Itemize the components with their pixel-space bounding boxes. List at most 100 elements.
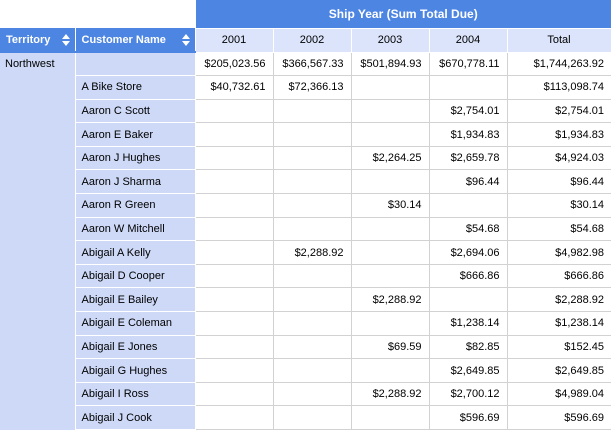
value-cell: $72,366.13 [273, 75, 352, 100]
value-cell: $152.45 [507, 335, 611, 360]
customer-name-cell: Abigail I Ross [75, 382, 196, 407]
value-cell: $1,934.83 [507, 122, 611, 147]
value-cell: $1,238.14 [429, 311, 508, 336]
value-cell: $4,924.03 [507, 146, 611, 171]
table-row: Abigail J Cook $596.69 $596.69 [0, 405, 611, 430]
value-cell [273, 217, 352, 242]
value-cell [273, 169, 352, 195]
value-cell [351, 99, 430, 124]
value-cell [351, 264, 430, 289]
value-cell [195, 169, 274, 195]
customer-name-cell: Abigail D Cooper [75, 264, 196, 289]
column-header-total[interactable]: Total [507, 28, 611, 53]
table-row: Aaron J Sharma $96.44 $96.44 [0, 169, 611, 195]
customer-name-cell: Aaron C Scott [75, 99, 196, 124]
value-cell [195, 311, 274, 336]
value-cell [351, 405, 430, 430]
column-header-2004[interactable]: 2004 [429, 28, 508, 53]
value-cell [429, 75, 508, 100]
table-row: Abigail I Ross $2,288.92 $2,700.12 $4,989.0… [0, 382, 611, 407]
value-cell [195, 146, 274, 171]
value-cell [351, 217, 430, 242]
customer-name-cell [75, 52, 196, 77]
customer-name-cell: Abigail A Kelly [75, 240, 196, 265]
customer-name-cell: Abigail E Jones [75, 335, 196, 360]
value-cell [195, 358, 274, 383]
value-cell: $2,288.92 [351, 382, 430, 407]
value-cell: $82.85 [429, 335, 508, 360]
customer-name-cell: Abigail E Coleman [75, 311, 196, 336]
value-cell [273, 311, 352, 336]
value-cell [273, 405, 352, 430]
sort-icon[interactable] [181, 33, 190, 46]
value-cell: $1,744,263.92 [507, 52, 611, 77]
territory-field-label: Territory [6, 33, 51, 46]
customer-name-cell: Aaron R Green [75, 193, 196, 218]
customer-name-cell: Aaron E Baker [75, 122, 196, 147]
customer-name-cell: Abigail J Cook [75, 405, 196, 430]
column-header-2003[interactable]: 2003 [351, 28, 430, 53]
column-header-2002[interactable]: 2002 [273, 28, 352, 53]
customer-name-field-header[interactable]: Customer Name [75, 28, 196, 53]
territory-cell: Northwest [0, 52, 76, 430]
sort-icon[interactable] [61, 33, 70, 46]
value-cell: $666.86 [507, 264, 611, 289]
table-row: Aaron C Scott $2,754.01 $2,754.01 [0, 99, 611, 124]
value-cell: $2,288.92 [507, 287, 611, 313]
value-cell [351, 169, 430, 195]
column-field-caption[interactable]: Ship Year (Sum Total Due) [194, 0, 611, 29]
customer-name-cell: Aaron J Hughes [75, 146, 196, 171]
table-row: Abigail G Hughes $2,649.85 $2,649.85 [0, 358, 611, 383]
value-cell: $96.44 [507, 169, 611, 195]
table-row: Abigail D Cooper $666.86 $666.86 [0, 264, 611, 289]
value-cell: $40,732.61 [195, 75, 274, 100]
value-cell [273, 146, 352, 171]
territory-field-header[interactable]: Territory [0, 28, 76, 53]
table-row: Aaron W Mitchell $54.68 $54.68 [0, 217, 611, 242]
value-cell: $2,694.06 [429, 240, 508, 265]
value-cell: $96.44 [429, 169, 508, 195]
table-row: Aaron E Baker $1,934.83 $1,934.83 [0, 122, 611, 147]
value-cell [195, 217, 274, 242]
value-cell: $1,934.83 [429, 122, 508, 147]
table-row: Abigail E Bailey $2,288.92 $2,288.92 [0, 287, 611, 313]
value-cell: $2,288.92 [351, 287, 430, 313]
customer-name-cell: Abigail E Bailey [75, 287, 196, 313]
value-cell [195, 240, 274, 265]
value-cell: $2,754.01 [507, 99, 611, 124]
value-cell [273, 287, 352, 313]
value-cell: $113,098.74 [507, 75, 611, 100]
value-cell [195, 193, 274, 218]
band-row: Ship Year (Sum Total Due) [0, 0, 611, 29]
value-cell: $2,264.25 [351, 146, 430, 171]
value-cell: $501,894.93 [351, 52, 430, 77]
value-cell: $2,700.12 [429, 382, 508, 407]
table-row: Aaron J Hughes $2,264.25 $2,659.78 $4,924.0… [0, 146, 611, 171]
customer-name-cell: Abigail G Hughes [75, 358, 196, 383]
value-cell: $1,238.14 [507, 311, 611, 336]
value-cell: $30.14 [351, 193, 430, 218]
value-cell [273, 122, 352, 147]
value-cell [273, 335, 352, 360]
table-row: Abigail E Jones $69.59 $82.85 $152.45 [0, 335, 611, 360]
value-cell: $596.69 [507, 405, 611, 430]
value-cell [273, 99, 352, 124]
value-cell: $2,754.01 [429, 99, 508, 124]
value-cell [195, 99, 274, 124]
value-cell: $666.86 [429, 264, 508, 289]
value-cell [351, 122, 430, 147]
header-row: Territory Customer Name 2001 2002 2003 2004… [0, 28, 611, 53]
customer-name-field-label: Customer Name [81, 33, 166, 46]
column-header-2001[interactable]: 2001 [195, 28, 274, 53]
value-cell: $54.68 [507, 217, 611, 242]
value-cell: $2,649.85 [507, 358, 611, 383]
value-cell [273, 193, 352, 218]
value-cell [429, 193, 508, 218]
value-cell [273, 382, 352, 407]
value-cell [273, 358, 352, 383]
value-cell: $670,778.11 [429, 52, 508, 77]
value-cell [195, 122, 274, 147]
value-cell: $4,982.98 [507, 240, 611, 265]
